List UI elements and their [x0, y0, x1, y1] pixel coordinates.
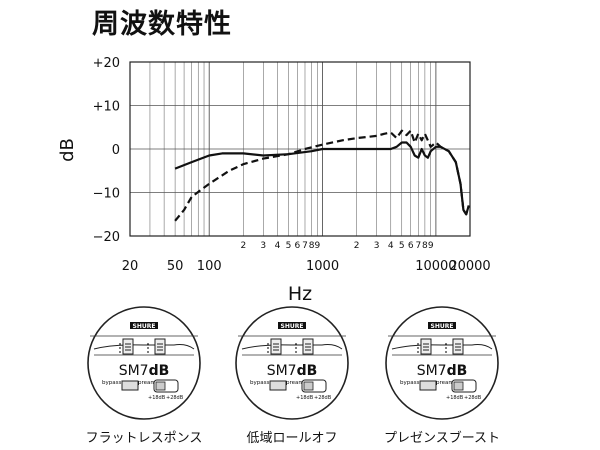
- filter-switch: [270, 338, 282, 355]
- switch-label-preamp: preamp: [286, 380, 308, 386]
- gain-label-low: +18dB: [148, 395, 166, 401]
- x-minor-tick-label: 4: [275, 241, 281, 251]
- x-minor-tick-label: 8: [422, 241, 428, 251]
- switch-dot: [147, 347, 149, 349]
- switch-dot: [295, 351, 297, 353]
- bypass-switch: [269, 380, 287, 391]
- gain-switch-knob: [453, 381, 464, 391]
- switch-label-bypass: bypass: [102, 380, 121, 386]
- x-minor-tick-label: 9: [428, 241, 434, 251]
- x-minor-tick-label: 4: [388, 241, 394, 251]
- switch-dot: [267, 347, 269, 349]
- x-minor-tick-label: 7: [302, 241, 308, 251]
- mic-label-presence: プレゼンスブースト: [383, 431, 501, 446]
- brand-logo: SHURE: [281, 323, 304, 330]
- mini-curve: [93, 344, 195, 350]
- gain-switch: [153, 379, 179, 393]
- x-minor-tick-label: 2: [240, 241, 246, 251]
- mic-body-outline: [235, 306, 349, 420]
- bypass-switch: [419, 380, 437, 391]
- x-tick-label: 1000: [306, 259, 339, 274]
- page-title: 周波数特性: [92, 9, 232, 40]
- switch-dot: [267, 351, 269, 353]
- x-minor-tick-label: 5: [399, 241, 405, 251]
- filter-switch: [302, 338, 314, 355]
- gain-label-low: +18dB: [296, 395, 314, 401]
- gain-switch-knob: [303, 381, 314, 391]
- switch-dot: [119, 343, 121, 345]
- x-minor-tick-label: 6: [408, 241, 414, 251]
- mic-label-lowcut: 低域ロールオフ: [246, 431, 338, 446]
- y-tick-label: +20: [93, 56, 120, 71]
- switch-label-bypass: bypass: [250, 380, 269, 386]
- brand-badge: [130, 322, 158, 329]
- mini-curve: [391, 344, 493, 350]
- switch-label-preamp: preamp: [138, 380, 160, 386]
- mic-label-flat: フラットレスポンス: [85, 431, 203, 446]
- switch-dot: [119, 347, 121, 349]
- switch-dot: [417, 343, 419, 345]
- x-minor-tick-label: 6: [295, 241, 301, 251]
- x-minor-tick-label: 8: [309, 241, 315, 251]
- switch-label-preamp: preamp: [436, 380, 458, 386]
- filter-switch: [122, 338, 134, 355]
- y-tick-label: −10: [93, 187, 120, 202]
- switch-dot: [445, 351, 447, 353]
- gain-switch-knob: [155, 381, 166, 391]
- filter-switch: [452, 338, 464, 355]
- gain-switch: [301, 379, 327, 393]
- switch-label-bypass: bypass: [400, 380, 419, 386]
- filter-switch: [154, 338, 166, 355]
- x-minor-tick-label: 3: [374, 241, 380, 251]
- y-axis-label: dB: [57, 138, 78, 162]
- gain-label-low: +18dB: [446, 395, 464, 401]
- model-name: SM7dB: [417, 363, 468, 379]
- switch-dot: [417, 347, 419, 349]
- frequency-response-chart: +20+100−10−202 3 4 5 6 7 8 9 2 3 4 5 6 7 8 920 50 100 1000…: [57, 56, 491, 305]
- bypass-switch: [121, 380, 139, 391]
- y-tick-label: −20: [93, 230, 120, 245]
- mic-body-outline: [385, 306, 499, 420]
- y-tick-label: +10: [93, 100, 120, 115]
- x-minor-tick-label: 2: [354, 241, 360, 251]
- switch-dot: [445, 347, 447, 349]
- brand-logo: SHURE: [431, 323, 454, 330]
- brand-badge: [428, 322, 456, 329]
- gain-label-high: +28dB: [314, 395, 332, 401]
- x-tick-label: 50: [167, 259, 184, 274]
- brand-badge: [278, 322, 306, 329]
- switch-dot: [147, 351, 149, 353]
- response-curve-dashed: [174, 129, 470, 222]
- x-tick-label: 10000: [415, 259, 456, 274]
- x-minor-tick-label: 5: [286, 241, 292, 251]
- gain-label-high: +28dB: [464, 395, 482, 401]
- y-tick-label: 0: [112, 143, 120, 158]
- x-axis-label: Hz: [288, 283, 312, 305]
- switch-dot: [147, 343, 149, 345]
- switch-dot: [417, 351, 419, 353]
- switch-dot: [267, 343, 269, 345]
- switch-dot: [119, 351, 121, 353]
- mic-body-outline: [87, 306, 201, 420]
- x-minor-tick-label: 7: [415, 241, 421, 251]
- brand-logo: SHURE: [133, 323, 156, 330]
- mini-curve: [241, 344, 343, 350]
- model-name: SM7dB: [119, 363, 170, 379]
- gain-switch: [451, 379, 477, 393]
- switch-dot: [295, 347, 297, 349]
- switch-dot: [295, 343, 297, 345]
- x-tick-label: 20000: [449, 259, 490, 274]
- model-name: SM7dB: [267, 363, 318, 379]
- x-tick-label: 20: [122, 259, 139, 274]
- plot-frame: [129, 61, 471, 237]
- x-minor-tick-label: 3: [260, 241, 266, 251]
- switch-dot: [445, 343, 447, 345]
- x-minor-tick-label: 9: [314, 241, 320, 251]
- filter-switch: [420, 338, 432, 355]
- x-tick-label: 100: [197, 259, 222, 274]
- gain-label-high: +28dB: [166, 395, 184, 401]
